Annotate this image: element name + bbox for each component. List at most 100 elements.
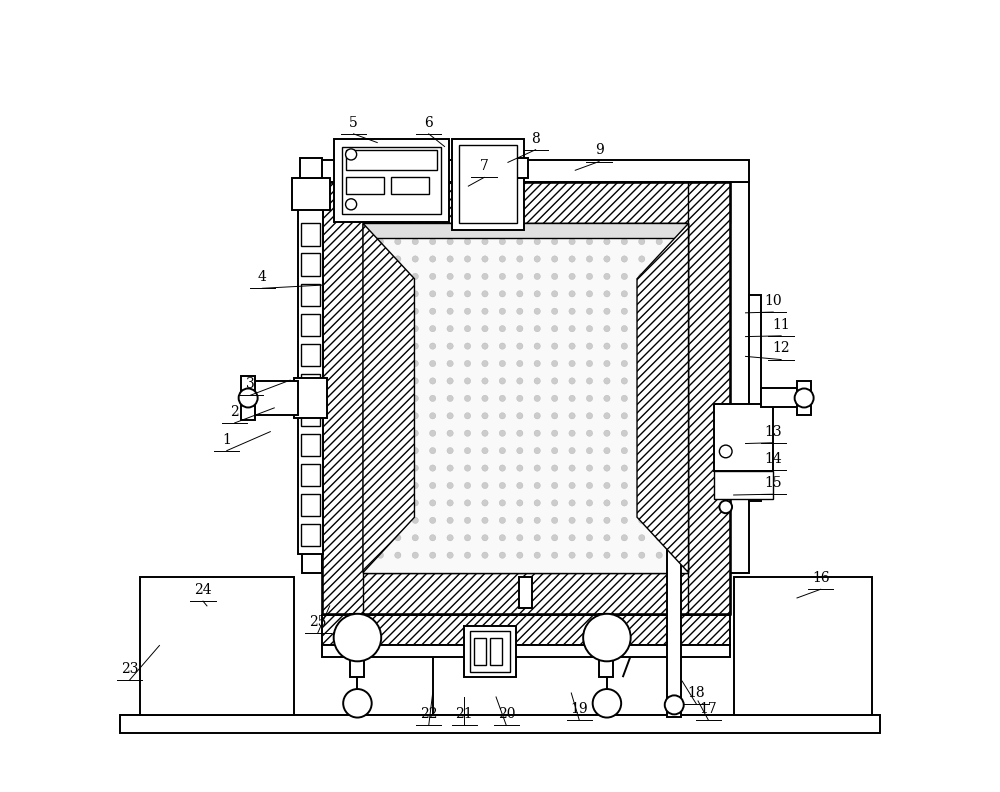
Circle shape (551, 343, 558, 349)
Circle shape (569, 482, 575, 489)
Circle shape (464, 291, 471, 297)
Circle shape (395, 482, 401, 489)
Circle shape (412, 343, 418, 349)
Circle shape (621, 238, 628, 245)
Circle shape (412, 291, 418, 297)
Text: 17: 17 (699, 702, 717, 716)
Circle shape (604, 447, 610, 454)
Circle shape (395, 465, 401, 471)
Circle shape (430, 238, 436, 245)
Bar (301, 284, 320, 306)
Circle shape (412, 360, 418, 367)
Circle shape (499, 378, 506, 384)
Circle shape (534, 517, 540, 524)
Bar (346, 150, 437, 170)
Text: 4: 4 (258, 270, 267, 284)
Bar (363, 223, 688, 238)
Circle shape (656, 413, 662, 419)
Circle shape (447, 238, 453, 245)
Circle shape (447, 430, 453, 436)
Circle shape (639, 238, 645, 245)
Circle shape (656, 465, 662, 471)
Circle shape (517, 465, 523, 471)
Circle shape (673, 447, 680, 454)
Circle shape (517, 413, 523, 419)
Circle shape (621, 517, 628, 524)
Circle shape (430, 308, 436, 314)
Circle shape (412, 517, 418, 524)
Circle shape (586, 465, 593, 471)
Circle shape (517, 430, 523, 436)
Circle shape (551, 291, 558, 297)
Bar (749, 295, 761, 501)
Circle shape (534, 413, 540, 419)
Circle shape (534, 238, 540, 245)
Circle shape (551, 326, 558, 332)
Circle shape (499, 395, 506, 402)
Circle shape (534, 291, 540, 297)
Circle shape (377, 360, 384, 367)
Circle shape (569, 517, 575, 524)
Circle shape (412, 447, 418, 454)
Bar (292, 178, 330, 210)
Circle shape (673, 552, 680, 558)
Bar (140, 577, 294, 715)
Bar (734, 577, 872, 715)
Circle shape (499, 343, 506, 349)
Circle shape (482, 395, 488, 402)
Circle shape (534, 535, 540, 541)
Circle shape (639, 378, 645, 384)
Circle shape (482, 552, 488, 558)
Circle shape (621, 360, 628, 367)
Circle shape (395, 378, 401, 384)
Circle shape (534, 500, 540, 506)
Circle shape (499, 500, 506, 506)
Text: 16: 16 (812, 571, 830, 585)
Text: 2: 2 (230, 405, 239, 419)
Text: 20: 20 (498, 707, 515, 722)
Bar (391, 177, 429, 194)
Circle shape (656, 535, 662, 541)
Circle shape (464, 273, 471, 280)
Circle shape (604, 413, 610, 419)
Circle shape (604, 308, 610, 314)
Circle shape (586, 500, 593, 506)
Circle shape (377, 291, 384, 297)
Circle shape (673, 343, 680, 349)
Polygon shape (637, 223, 688, 573)
Circle shape (377, 378, 384, 384)
Text: 18: 18 (688, 686, 705, 700)
Circle shape (551, 395, 558, 402)
Circle shape (482, 291, 488, 297)
Circle shape (395, 500, 401, 506)
Circle shape (639, 273, 645, 280)
Circle shape (395, 552, 401, 558)
Circle shape (377, 343, 384, 349)
Circle shape (447, 308, 453, 314)
Circle shape (447, 465, 453, 471)
Bar (301, 494, 320, 516)
Circle shape (586, 413, 593, 419)
Circle shape (499, 238, 506, 245)
Circle shape (430, 343, 436, 349)
Circle shape (395, 447, 401, 454)
Circle shape (604, 395, 610, 402)
Circle shape (430, 326, 436, 332)
Bar (667, 539, 681, 717)
Circle shape (377, 500, 384, 506)
Circle shape (604, 238, 610, 245)
Circle shape (343, 689, 372, 718)
Circle shape (377, 482, 384, 489)
Bar (301, 464, 320, 486)
Circle shape (621, 500, 628, 506)
Circle shape (517, 552, 523, 558)
Bar (300, 158, 322, 178)
Circle shape (639, 447, 645, 454)
Circle shape (447, 256, 453, 262)
Circle shape (639, 517, 645, 524)
Circle shape (656, 308, 662, 314)
Bar (301, 374, 320, 396)
Bar (322, 645, 730, 657)
Circle shape (464, 465, 471, 471)
Circle shape (412, 482, 418, 489)
